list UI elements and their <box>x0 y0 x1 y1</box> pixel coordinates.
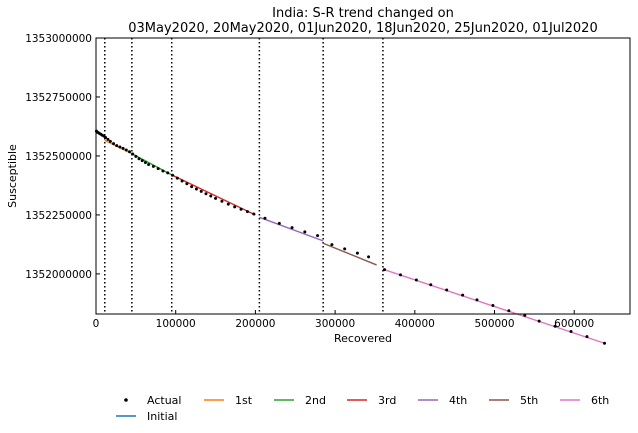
x-tick-label: 0 <box>93 318 100 330</box>
actual-point <box>124 148 128 152</box>
actual-point <box>553 324 557 328</box>
actual-point <box>115 144 119 148</box>
actual-point <box>134 154 138 158</box>
actual-point <box>429 283 433 287</box>
legend-label-5th: 5th <box>520 394 538 407</box>
actual-point <box>214 196 218 200</box>
legend-label-3rd: 3rd <box>378 394 396 407</box>
actual-point <box>118 145 122 149</box>
legend: Actual Initial 1st 2nd 3rd 4th 5th 6th <box>116 394 609 423</box>
actual-point <box>316 234 320 238</box>
actual-point <box>137 157 141 161</box>
actual-point <box>121 146 125 150</box>
actual-point <box>209 194 213 198</box>
chart-title-line1: India: S-R trend changed on <box>272 6 454 21</box>
chart-title-line2: 03May2020, 20May2020, 01Jun2020, 18Jun20… <box>128 21 597 36</box>
actual-point <box>290 226 294 230</box>
x-tick-label: 600000 <box>554 318 594 330</box>
y-tick-label: 1352750000 <box>25 92 92 104</box>
actual-point <box>445 288 449 292</box>
actual-point <box>233 205 237 209</box>
actual-point <box>151 164 155 168</box>
actual-point <box>106 137 110 141</box>
trend-line-5th <box>322 242 377 266</box>
actual-point <box>239 207 243 211</box>
x-axis-label: Recovered <box>334 332 392 345</box>
actual-point <box>143 161 147 165</box>
y-tick-label: 1352000000 <box>25 269 92 281</box>
actual-point <box>367 255 371 259</box>
trend-line-2nd <box>131 152 173 176</box>
actual-point <box>252 212 256 216</box>
actual-point <box>355 251 359 255</box>
plot-area <box>94 38 606 345</box>
actual-point <box>131 152 135 156</box>
actual-point <box>175 176 179 180</box>
actual-point <box>180 179 184 183</box>
legend-label-4th: 4th <box>449 394 467 407</box>
actual-point <box>199 189 203 193</box>
actual-point <box>303 230 307 234</box>
actual-point <box>156 167 160 171</box>
y-axis-label: Susceptible <box>6 144 19 208</box>
actual-point <box>140 159 144 163</box>
legend-label-2nd: 2nd <box>305 394 326 407</box>
actual-point <box>127 150 131 154</box>
actual-point <box>166 171 170 175</box>
actual-point <box>414 278 418 282</box>
actual-point <box>194 187 198 191</box>
actual-point <box>108 139 112 143</box>
plot-frame <box>95 37 631 315</box>
actual-point <box>398 273 402 277</box>
actual-point <box>220 199 224 203</box>
actual-point <box>343 247 347 251</box>
y-tick-label: 1353000000 <box>25 33 92 45</box>
actual-point <box>204 192 208 196</box>
actual-point <box>475 298 479 302</box>
actual-point <box>523 313 527 317</box>
legend-marker-actual <box>124 398 128 402</box>
actual-point <box>569 329 573 333</box>
y-tick-label: 1352250000 <box>25 210 92 222</box>
actual-point <box>383 268 387 272</box>
actual-point <box>585 335 589 339</box>
legend-label-actual: Actual <box>147 394 181 407</box>
actual-point <box>507 309 511 313</box>
x-tick-label: 200000 <box>235 318 275 330</box>
actual-point <box>602 341 606 345</box>
legend-label-6th: 6th <box>591 394 609 407</box>
actual-point <box>491 304 495 308</box>
x-tick-label: 500000 <box>474 318 514 330</box>
actual-point <box>330 243 334 247</box>
actual-point <box>104 136 108 140</box>
actual-point <box>147 162 151 166</box>
actual-point <box>537 319 541 323</box>
actual-point <box>161 169 165 173</box>
actual-point <box>277 221 281 225</box>
actual-point <box>263 216 267 220</box>
actual-point <box>185 182 189 186</box>
trend-line-3rd <box>171 174 256 216</box>
actual-point <box>226 202 230 206</box>
x-tick-label: 300000 <box>315 318 355 330</box>
actual-point <box>245 210 249 214</box>
actual-point <box>112 142 116 146</box>
legend-label-1st: 1st <box>235 394 253 407</box>
x-tick-label: 100000 <box>156 318 196 330</box>
y-tick-label: 1352500000 <box>25 151 92 163</box>
trend-line-4th <box>259 216 324 242</box>
actual-point <box>190 185 194 189</box>
x-tick-label: 400000 <box>395 318 435 330</box>
legend-label-initial: Initial <box>147 410 177 423</box>
trend-line-1st <box>104 139 133 155</box>
actual-point <box>461 293 465 297</box>
actual-point <box>171 173 175 177</box>
